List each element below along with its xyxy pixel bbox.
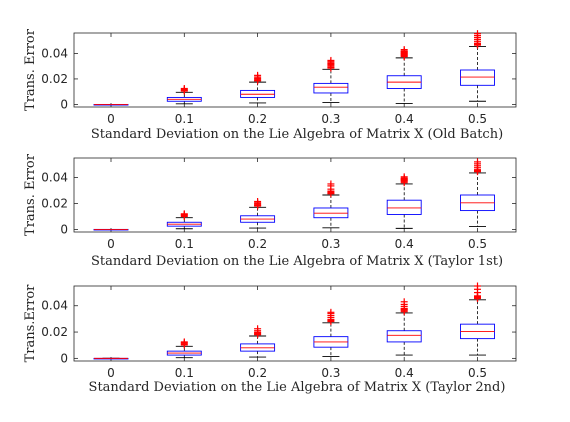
box-0.4 (386, 46, 422, 104)
y-tick-label: 0 (60, 351, 68, 365)
box-0.1 (166, 338, 202, 359)
x-tick-label: 0 (107, 237, 115, 251)
outlier-marker (327, 56, 335, 64)
x-axis-label: Standard Deviation on the Lie Algebra of… (89, 380, 506, 395)
y-tick-label: 0.04 (41, 299, 68, 313)
box-0 (93, 357, 129, 360)
iqr-box (460, 69, 495, 86)
y-axis-label: Trans. Error (23, 28, 38, 111)
outlier-marker (254, 325, 262, 333)
x-tick-label: 0 (107, 366, 115, 380)
outlier-marker (180, 85, 188, 92)
x-axis-label: Standard Deviation on the Lie Algebra of… (91, 254, 503, 269)
box-0.5 (460, 282, 495, 356)
box-0.4 (386, 173, 422, 229)
y-tick-label: 0 (60, 222, 68, 236)
y-axis-label: Trans. Error (23, 153, 38, 236)
outlier-marker (327, 308, 335, 316)
box-0.2 (240, 325, 276, 358)
y-tick-label: 0.02 (41, 196, 68, 210)
y-tick-label: 0 (60, 97, 68, 111)
x-tick-label: 0.2 (248, 112, 267, 126)
axes-frame (73, 32, 517, 108)
box-0.3 (313, 308, 349, 357)
x-tick-label: 0.4 (395, 366, 414, 380)
x-tick-label: 0.5 (468, 237, 487, 251)
y-tick-label: 0.04 (41, 46, 68, 60)
x-axis-label: Standard Deviation on the Lie Algebra of… (91, 127, 503, 142)
x-tick-label: 0.3 (321, 112, 340, 126)
box-0.4 (386, 298, 422, 356)
outlier-marker (254, 71, 262, 79)
x-tick-label: 0.1 (175, 237, 194, 251)
outlier-marker (327, 180, 335, 188)
x-tick-label: 0.4 (395, 112, 414, 126)
box-0.1 (166, 85, 202, 105)
y-tick-label: 0.02 (41, 325, 68, 339)
box-0.3 (313, 180, 349, 229)
outlier-marker (254, 197, 262, 205)
outlier-marker (474, 30, 481, 38)
y-tick-label: 0.02 (41, 72, 68, 86)
box-0.5 (460, 30, 495, 102)
iqr-box (386, 330, 422, 343)
box-0 (93, 228, 129, 231)
x-tick-label: 0.1 (175, 112, 194, 126)
outlier-marker (180, 338, 188, 346)
outlier-marker (400, 46, 408, 54)
axes-frame (73, 157, 517, 233)
iqr-box (386, 199, 422, 215)
box-0.5 (460, 158, 495, 227)
x-tick-label: 0.3 (321, 366, 340, 380)
outlier-marker (180, 210, 188, 218)
subplot-2: 0 0.02 0.04 0 0.1 0.2 0.3 0.4 0.5 Standard Deviat… (23, 153, 517, 269)
x-tick-label: 0.2 (248, 366, 267, 380)
x-tick-label: 0.3 (321, 237, 340, 251)
x-tick-label: 0.5 (468, 112, 487, 126)
outlier-marker (474, 282, 481, 290)
x-tick-label: 0.1 (175, 366, 194, 380)
y-tick-label: 0.04 (41, 170, 68, 184)
box-0.2 (240, 71, 276, 104)
x-tick-label: 0.5 (468, 366, 487, 380)
box-0.2 (240, 197, 276, 229)
x-tick-label: 0.2 (248, 237, 267, 251)
iqr-box (313, 82, 349, 94)
x-tick-label: 0.4 (395, 237, 414, 251)
box-0.1 (166, 210, 202, 230)
box-0 (93, 103, 129, 106)
outlier-marker (474, 158, 481, 166)
y-axis-label: Trans.Error (23, 284, 38, 363)
box-0.3 (313, 56, 349, 103)
outlier-marker (400, 298, 408, 306)
x-tick-label: 0 (107, 112, 115, 126)
outlier-marker (400, 173, 408, 181)
axes-frame (73, 285, 517, 362)
